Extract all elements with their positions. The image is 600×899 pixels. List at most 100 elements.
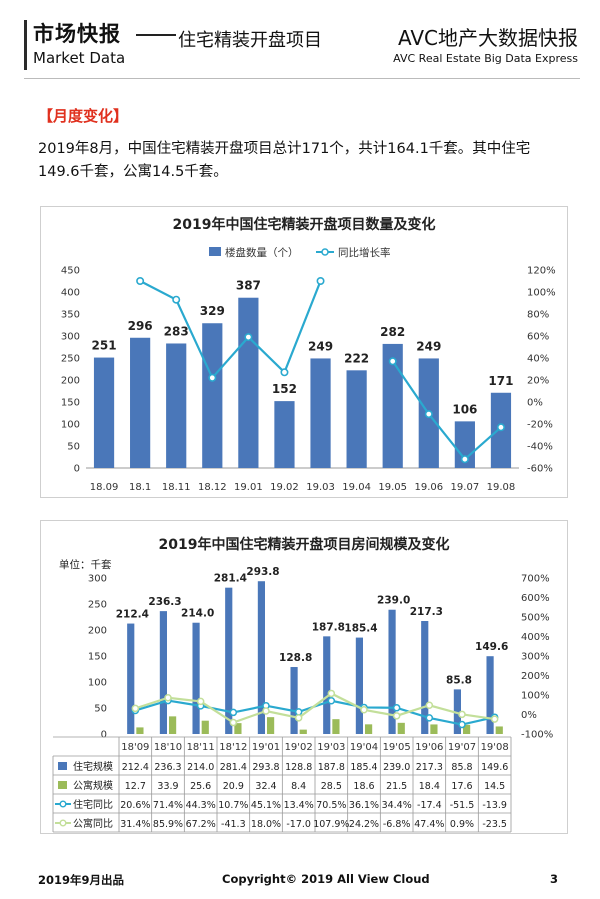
bar-value-label: 296 bbox=[128, 319, 153, 333]
chart-title: 2019年中国住宅精装开盘项目房间规模及变化 bbox=[159, 536, 450, 553]
y2-tick-label: -40% bbox=[527, 442, 553, 453]
table-cell: 33.9 bbox=[157, 781, 178, 792]
bar-value-label: 282 bbox=[380, 325, 405, 339]
bar-value-label: 187.8 bbox=[312, 621, 345, 633]
bar-value-label: 128.8 bbox=[279, 652, 312, 664]
bar-value-label: 329 bbox=[200, 304, 225, 318]
y2-tick-label: 400% bbox=[521, 632, 550, 643]
chart-title: 2019年中国住宅精装开盘项目数量及变化 bbox=[173, 216, 436, 233]
yoy-point bbox=[294, 708, 303, 716]
y-tick-label: 300 bbox=[61, 332, 80, 343]
x-tick-label: 19.07 bbox=[451, 482, 480, 493]
bar-residential bbox=[159, 611, 167, 734]
x-tick-label: 18.11 bbox=[162, 482, 191, 493]
table-cell: 281.4 bbox=[220, 762, 247, 773]
bar-residential bbox=[127, 623, 135, 734]
y2-tick-label: 60% bbox=[527, 332, 549, 343]
table-cell: 34.4% bbox=[382, 800, 412, 811]
table-row-label: 公寓规模 bbox=[73, 779, 113, 792]
y-tick-label: 200 bbox=[61, 376, 80, 387]
bar-residential bbox=[355, 637, 363, 734]
y-tick-label: 100 bbox=[61, 420, 80, 431]
table-cell: 71.4% bbox=[153, 800, 183, 811]
y-tick-label: 400 bbox=[61, 288, 80, 299]
x-tick-label: 19.01 bbox=[234, 482, 263, 493]
y2-tick-label: 0% bbox=[521, 710, 537, 721]
y2-tick-label: 100% bbox=[521, 691, 550, 702]
table-cell: 18.6 bbox=[353, 781, 374, 792]
growth-line bbox=[391, 360, 502, 461]
bar-value-label: 222 bbox=[344, 351, 369, 365]
bar-apartment bbox=[299, 729, 307, 734]
table-cell: 185.4 bbox=[350, 762, 377, 773]
yoy-line bbox=[135, 699, 495, 726]
table-cell: 70.5% bbox=[316, 800, 346, 811]
y-tick-label: 100 bbox=[88, 678, 107, 689]
growth-point bbox=[496, 423, 505, 432]
table-cell: 212.4 bbox=[122, 762, 149, 773]
bar-value-label: 217.3 bbox=[410, 606, 443, 618]
yoy-point bbox=[392, 712, 401, 720]
x-tick-label: 19.03 bbox=[306, 482, 335, 493]
x-tick-label: 19.05 bbox=[378, 482, 407, 493]
brand-tagline: AVC Real Estate Big Data Express bbox=[393, 52, 578, 65]
bar-apartment bbox=[430, 724, 438, 734]
table-legend-swatch bbox=[58, 781, 67, 789]
table-cell: 28.5 bbox=[321, 781, 342, 792]
yoy-point bbox=[360, 706, 368, 714]
table-cell: 67.2% bbox=[186, 819, 216, 830]
bar-value-label: 239.0 bbox=[377, 595, 410, 607]
bar-apartment bbox=[267, 717, 275, 734]
growth-point bbox=[136, 277, 145, 286]
table-cell: 217.3 bbox=[416, 762, 443, 773]
y-tick-label: 300 bbox=[88, 574, 107, 585]
x-tick-label: 19'01 bbox=[252, 742, 280, 753]
bar-value-label: 149.6 bbox=[475, 641, 508, 653]
yoy-point bbox=[229, 708, 238, 717]
page-header: 市场快报 Market Data 住宅精装开盘项目 AVC地产大数据快报 AVC… bbox=[0, 0, 600, 80]
table-cell: -6.8% bbox=[383, 819, 411, 830]
header-dash bbox=[136, 34, 176, 36]
table-cell: 239.0 bbox=[383, 762, 410, 773]
table-cell: 20.6% bbox=[120, 800, 150, 811]
x-tick-label: 18'10 bbox=[154, 742, 182, 753]
table-cell: -41.3 bbox=[221, 819, 246, 830]
table-cell: 18.4 bbox=[419, 781, 440, 792]
bar-value-label: 251 bbox=[92, 339, 117, 353]
bar-residential bbox=[421, 621, 429, 734]
legend-label: 同比增长率 bbox=[338, 246, 391, 259]
table-cell: 236.3 bbox=[154, 762, 181, 773]
table-cell: 47.4% bbox=[414, 819, 444, 830]
y2-tick-label: 0% bbox=[527, 398, 543, 409]
y2-tick-label: -60% bbox=[527, 464, 553, 475]
y2-tick-label: 20% bbox=[527, 376, 549, 387]
growth-point bbox=[244, 333, 253, 342]
y-tick-label: 150 bbox=[88, 652, 107, 663]
table-cell: 8.4 bbox=[291, 781, 306, 792]
bar-apartment bbox=[463, 724, 471, 734]
growth-point bbox=[208, 373, 217, 382]
table-cell: 36.1% bbox=[349, 800, 379, 811]
bar-value-label: 281.4 bbox=[214, 573, 247, 585]
growth-line bbox=[139, 280, 322, 380]
x-tick-label: 19.02 bbox=[270, 482, 299, 493]
bar-apartment bbox=[234, 723, 242, 734]
x-tick-label: 18.09 bbox=[90, 482, 119, 493]
y-tick-label: 450 bbox=[61, 266, 80, 277]
table-cell: -17.4 bbox=[417, 800, 442, 811]
yoy-point bbox=[229, 718, 238, 727]
table-cell: 45.1% bbox=[251, 800, 281, 811]
bar-apartment bbox=[365, 724, 373, 734]
y2-tick-label: -100% bbox=[521, 730, 553, 741]
y2-tick-label: 500% bbox=[521, 613, 550, 624]
table-legend-marker bbox=[59, 819, 67, 827]
bar bbox=[202, 323, 223, 468]
table-cell: 149.6 bbox=[481, 762, 508, 773]
bar-value-label: 214.0 bbox=[181, 608, 214, 620]
x-tick-label: 19'06 bbox=[415, 742, 443, 753]
y-tick-label: 250 bbox=[61, 354, 80, 365]
y2-tick-label: -20% bbox=[527, 420, 553, 431]
table-cell: 85.8 bbox=[451, 762, 472, 773]
